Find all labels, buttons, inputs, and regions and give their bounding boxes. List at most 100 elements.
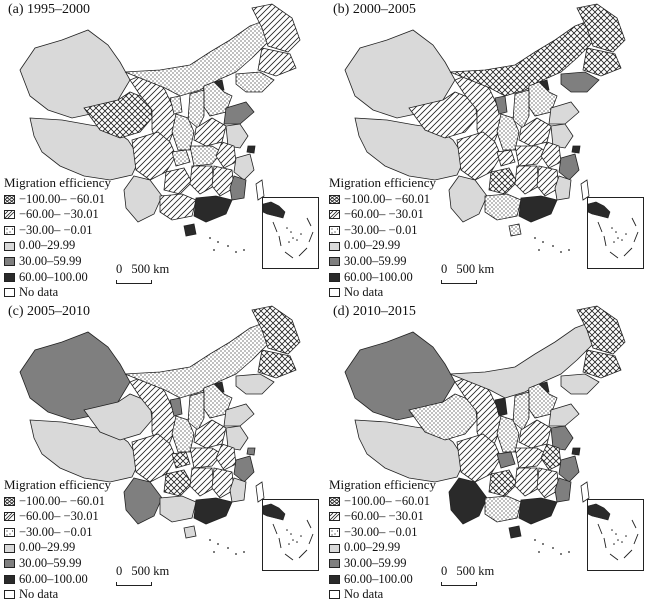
province-guangdong [518,195,558,223]
province-shaanxi [496,113,520,151]
province-chongqing [496,451,516,469]
legend-swatch [4,288,15,298]
island-dot [538,551,540,553]
scale-zero: 0 [116,262,123,276]
legend-item: −60.00– −30.01 [4,509,111,525]
scale-line [116,280,152,284]
inset-coast [587,201,611,219]
inset-island [621,239,623,241]
scale-label: 500 km [456,564,495,578]
island-dot [213,551,215,553]
province-hainan [183,223,197,237]
china-map [19,3,301,253]
province-taiwan [580,179,590,201]
scale-bar: 0 500 km [441,262,494,284]
legend-label: −60.00– −30.01 [344,207,424,222]
legend-item: 60.00–100.00 [4,572,111,588]
scale-zero: 0 [441,262,448,276]
province-shanghai [571,447,581,456]
legend-item: 60.00–100.00 [329,270,436,286]
legend-label: 30.00–59.99 [344,253,407,268]
legend-item: No data [4,285,111,301]
province-guangxi [484,495,522,523]
province-innermongolia [449,19,596,97]
legend-swatch [329,288,340,298]
province-taiwan [580,481,590,503]
legend-label: −100.00– −60.01 [344,191,430,206]
inset-island [286,529,288,531]
legend-label: No data [19,285,59,300]
legend-swatch [4,512,15,522]
scale-zero: 0 [116,564,123,578]
island-dot [213,249,215,251]
south-china-sea-inset [262,499,319,571]
province-guizhou [163,167,193,195]
legend-label: 30.00–59.99 [19,253,82,268]
legend: Migration efficiency −100.00– −60.01 −60.… [329,175,436,301]
province-hunan [514,467,540,497]
china-map [344,3,626,253]
legend: Migration efficiency −100.00– −60.01 −60.… [4,477,111,603]
legend-item: 30.00–59.99 [4,556,111,572]
inset-island [613,241,615,243]
province-sichuan [131,433,177,483]
legend-label: 0.00–29.99 [344,540,401,555]
legend-title: Migration efficiency [4,477,111,492]
legend-item: 0.00–29.99 [329,238,436,254]
inset-island [288,543,290,545]
inset-boundary-dashes [272,519,314,561]
island-dot [560,251,562,253]
province-shandong [548,403,580,427]
legend-item: −100.00– −60.01 [4,192,111,208]
inset-island [621,541,623,543]
province-anhui [540,443,562,471]
legend-label: −30.00– −0.01 [19,524,93,539]
province-heilongjiang [251,3,301,53]
province-shanxi [187,89,205,129]
inset-island [300,233,302,235]
province-jiangsu [550,123,574,149]
legend-title: Migration efficiency [329,477,436,492]
province-innermongolia [124,19,271,97]
map-panel-a: (a) 1995–2000 Migration efficiency −100.… [0,0,325,301]
legend-swatch [329,210,340,220]
map-panel-c: (c) 2005–2010 Migration efficiency −100.… [0,302,325,603]
legend-item: 30.00–59.99 [4,254,111,270]
province-guangdong [193,497,233,525]
scale-bar: 0 500 km [116,564,169,586]
scale-zero: 0 [441,564,448,578]
province-innermongolia [124,321,271,399]
province-sichuan [131,131,177,181]
province-chongqing [171,149,191,167]
province-yunnan [123,477,163,525]
province-ningxia [169,95,183,115]
legend-label: No data [344,285,384,300]
inset-island [290,231,292,233]
province-sichuan [456,131,502,181]
legend-label: 60.00–100.00 [344,269,413,284]
legend-swatch [329,241,340,251]
province-fujian [554,477,572,503]
legend-label: −100.00– −60.01 [344,493,430,508]
legend-item: 0.00–29.99 [4,540,111,556]
inset-island [617,237,619,239]
province-liaoning [235,373,275,395]
province-zhejiang [558,153,580,181]
legend-label: No data [344,587,384,602]
legend-label: 0.00–29.99 [19,238,76,253]
province-anhui [540,141,562,169]
province-liaoning [235,71,275,93]
legend-label: −30.00– −0.01 [19,222,93,237]
inset-boundary-dashes [272,217,314,259]
legend-item: −30.00– −0.01 [4,525,111,541]
province-jilin [257,349,297,379]
inset-island [292,539,294,541]
china-map [344,305,626,555]
inset-island [611,529,613,531]
legend-label: −60.00– −30.01 [19,207,99,222]
legend-swatch [4,241,15,251]
island-dot [542,241,544,243]
province-fujian [229,175,247,201]
map-panel-d: (d) 2010–2015 Migration efficiency −100.… [325,302,650,603]
province-innermongolia [449,321,596,399]
